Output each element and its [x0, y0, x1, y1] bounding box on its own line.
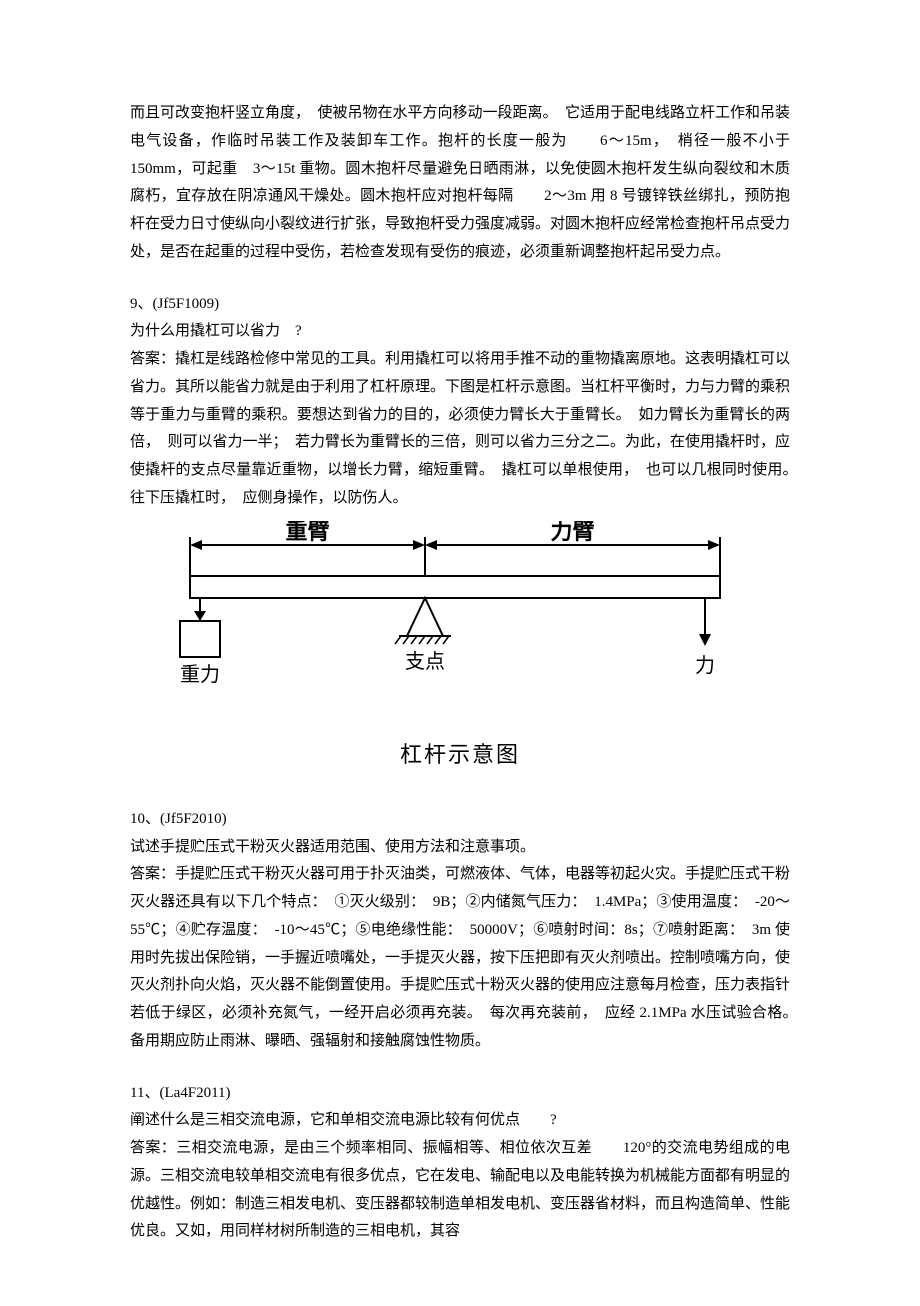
svg-text:力臂: 力臂 [550, 521, 594, 544]
q10-title: 试述手提贮压式干粉灭火器适用范围、使用方法和注意事项。 [130, 834, 790, 862]
diagram-caption: 杠杆示意图 [130, 735, 790, 776]
q11-answer: 答案：三相交流电源，是由三个频率相同、振幅相等、相位依次互差 120°的交流电势… [130, 1135, 790, 1246]
q11-title: 阐述什么是三相交流电源，它和单相交流电源比较有何优点 ? [130, 1107, 790, 1135]
q9-title: 为什么用撬杠可以省力 ? [130, 318, 790, 346]
svg-text:重臂: 重臂 [285, 521, 329, 544]
intro-paragraph: 而且可改变抱杆竖立角度， 使被吊物在水平方向移动一段距离。 它适用于配电线路立杆… [130, 100, 790, 267]
svg-text:重力: 重力 [180, 663, 220, 686]
svg-text:支点: 支点 [405, 650, 445, 673]
section-gap [130, 1056, 790, 1080]
svg-text:力: 力 [695, 654, 715, 677]
lever-diagram: 重臂 力臂支点重力 力 [130, 521, 790, 722]
section-gap [130, 267, 790, 291]
document-page: 而且可改变抱杆竖立角度， 使被吊物在水平方向移动一段距离。 它适用于配电线路立杆… [0, 0, 920, 1306]
section-gap [130, 782, 790, 806]
q11-header: 11、(La4F2011) [130, 1080, 790, 1108]
q10-answer: 答案：手提贮压式干粉灭火器可用于扑灭油类，可燃液体、气体，电器等初起火灾。手提贮… [130, 861, 790, 1055]
lever-diagram-svg: 重臂 力臂支点重力 力 [130, 521, 730, 711]
q9-header: 9、(Jf5F1009) [130, 291, 790, 319]
q9-answer: 答案：撬杠是线路检修中常见的工具。利用撬杠可以将用手推不动的重物撬离原地。这表明… [130, 346, 790, 513]
q10-header: 10、(Jf5F2010) [130, 806, 790, 834]
